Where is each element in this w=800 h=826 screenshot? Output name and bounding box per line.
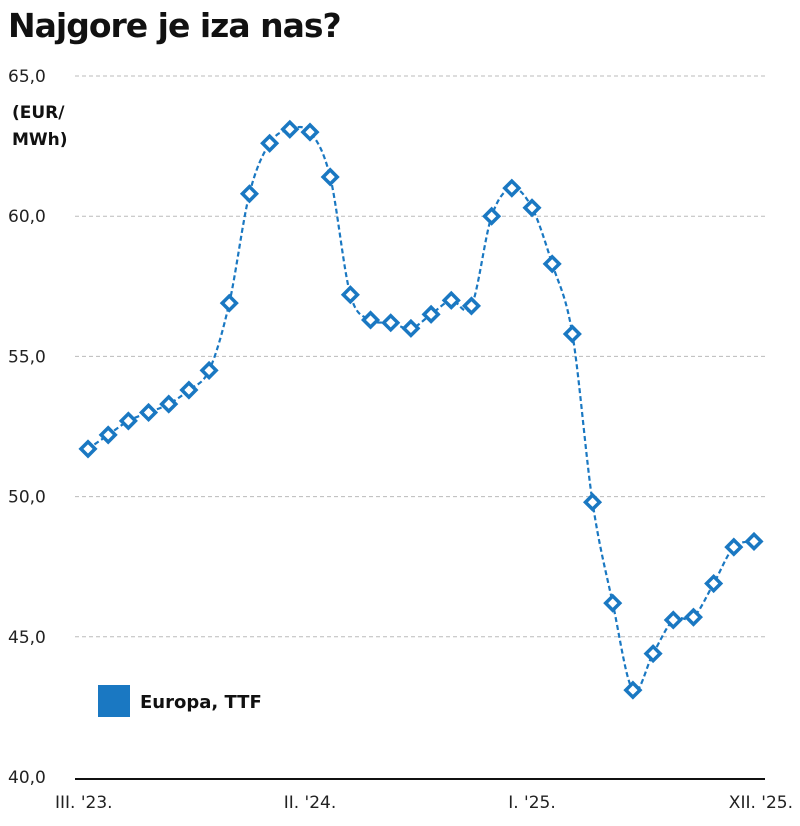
y-tick-label: 55,0 xyxy=(8,347,46,367)
x-tick-label: XII. '25. xyxy=(729,793,793,813)
data-point xyxy=(704,573,724,594)
data-point xyxy=(138,402,159,423)
data-point xyxy=(542,254,562,274)
chart-title: Najgore je iza nas? xyxy=(8,6,342,45)
data-point xyxy=(199,360,219,380)
legend-label: Europa, TTF xyxy=(140,692,262,713)
data-point xyxy=(118,411,138,431)
data-point xyxy=(724,537,744,557)
y-tick-label: 65,0 xyxy=(8,67,46,87)
data-point xyxy=(562,324,582,344)
data-point xyxy=(239,184,260,204)
data-point xyxy=(159,394,179,414)
y-tick-label: 40,0 xyxy=(8,768,46,788)
data-point xyxy=(381,313,401,333)
data-point xyxy=(320,167,340,187)
x-tick-label: II. '24. xyxy=(284,793,337,813)
legend-swatch xyxy=(98,685,130,717)
x-tick-label: III. '23. xyxy=(55,793,113,813)
data-point xyxy=(603,593,623,613)
data-point xyxy=(441,290,461,310)
data-point xyxy=(461,296,482,316)
data-point xyxy=(98,425,118,445)
data-point xyxy=(502,178,522,198)
data-point xyxy=(421,304,441,324)
data-point xyxy=(522,198,542,218)
data-point xyxy=(219,293,239,313)
data-point xyxy=(260,133,280,153)
x-tick-label: I. '25. xyxy=(508,793,556,813)
data-point xyxy=(643,644,663,664)
data-point xyxy=(280,119,300,139)
data-point xyxy=(582,492,603,512)
series-line-europa-ttf xyxy=(87,125,755,693)
data-point xyxy=(179,380,199,400)
y-tick-label: 50,0 xyxy=(8,488,46,508)
data-point xyxy=(482,206,502,226)
data-point xyxy=(78,439,98,459)
y-tick-label: 60,0 xyxy=(8,207,46,227)
data-point xyxy=(360,310,381,330)
data-point xyxy=(623,680,643,700)
y-axis-label: (EUR/ MWh) xyxy=(12,103,68,150)
data-point xyxy=(401,318,421,338)
data-point xyxy=(340,285,360,305)
data-point xyxy=(683,607,704,627)
y-tick-label: 45,0 xyxy=(8,628,46,648)
data-point xyxy=(300,122,320,142)
data-point xyxy=(663,610,683,630)
data-point xyxy=(744,531,764,552)
